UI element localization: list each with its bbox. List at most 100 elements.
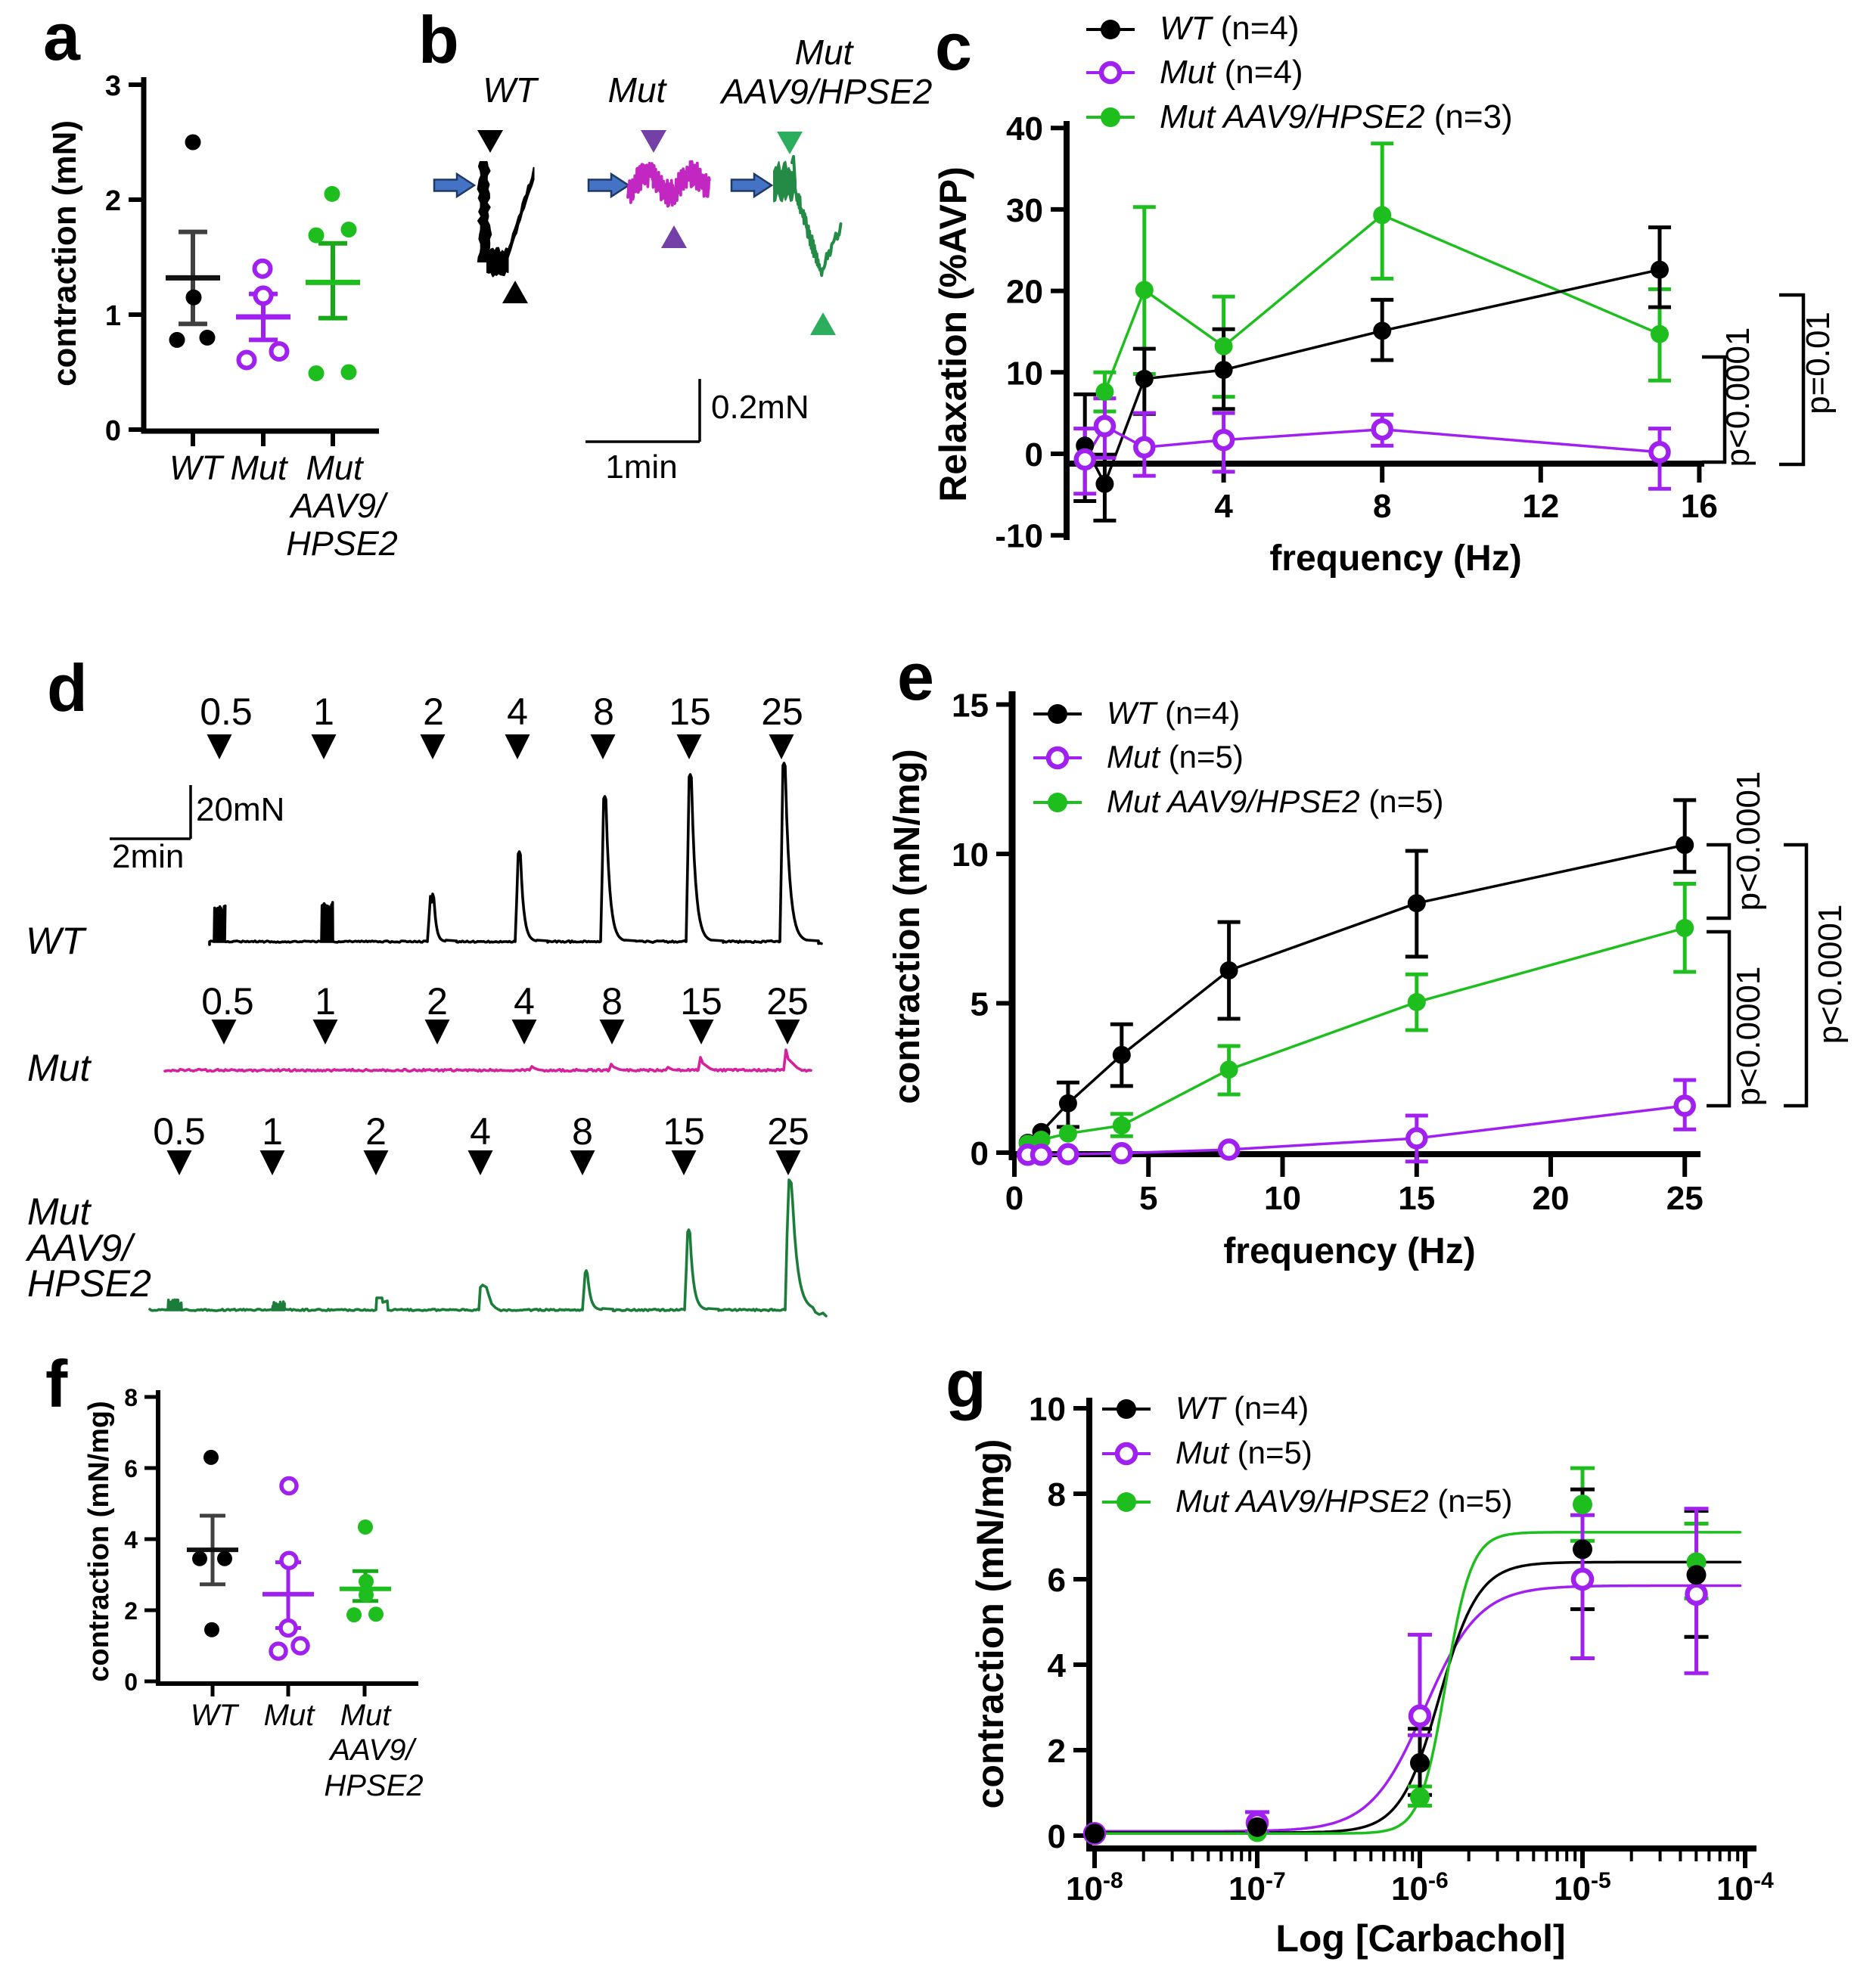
- svg-text:8: 8: [572, 1110, 593, 1153]
- svg-text:10: 10: [1264, 1180, 1301, 1217]
- svg-text:g: g: [946, 1346, 986, 1421]
- svg-text:Mut: Mut: [230, 449, 289, 487]
- svg-text:p<0.0001: p<0.0001: [1812, 905, 1849, 1044]
- svg-text:25: 25: [761, 691, 803, 733]
- svg-text:8: 8: [1048, 1476, 1066, 1513]
- svg-text:contraction (mN/mg): contraction (mN/mg): [83, 1401, 115, 1682]
- svg-text:10: 10: [1029, 1391, 1066, 1428]
- svg-text:WT (n=4): WT (n=4): [1107, 695, 1240, 731]
- svg-text:10-8: 10-8: [1066, 1868, 1123, 1907]
- svg-text:25: 25: [1666, 1180, 1704, 1217]
- svg-text:20: 20: [1006, 274, 1043, 311]
- svg-text:25: 25: [767, 1110, 809, 1153]
- svg-text:-10: -10: [995, 518, 1043, 555]
- svg-text:8: 8: [124, 1384, 138, 1411]
- svg-text:2: 2: [365, 1110, 387, 1153]
- svg-text:40: 40: [1006, 110, 1043, 147]
- svg-text:1: 1: [105, 300, 121, 332]
- svg-text:20mN: 20mN: [196, 791, 284, 828]
- svg-text:Mut (n=4): Mut (n=4): [1160, 54, 1303, 91]
- svg-text:frequency (Hz): frequency (Hz): [1269, 539, 1521, 579]
- svg-text:HPSE2: HPSE2: [324, 1769, 423, 1802]
- svg-text:0.5: 0.5: [153, 1110, 206, 1153]
- svg-text:Relaxation (%AVP): Relaxation (%AVP): [932, 166, 974, 502]
- svg-text:Mut AAV9/HPSE2 (n=5): Mut AAV9/HPSE2 (n=5): [1176, 1483, 1513, 1519]
- svg-text:12: 12: [1522, 488, 1559, 525]
- svg-text:15: 15: [663, 1110, 705, 1153]
- svg-text:AAV9/HPSE2: AAV9/HPSE2: [719, 72, 933, 111]
- svg-text:p<0.0001: p<0.0001: [1719, 327, 1756, 467]
- svg-text:WT (n=4): WT (n=4): [1160, 10, 1300, 47]
- svg-text:b: b: [418, 2, 459, 77]
- svg-text:Mut: Mut: [306, 449, 365, 487]
- svg-text:p=0.01: p=0.01: [1800, 312, 1837, 414]
- svg-text:1min: 1min: [605, 449, 677, 486]
- svg-text:1: 1: [262, 1110, 283, 1153]
- svg-text:10-7: 10-7: [1228, 1868, 1286, 1907]
- svg-text:15: 15: [680, 980, 722, 1023]
- svg-text:Mut: Mut: [27, 1190, 92, 1233]
- svg-text:AAV9/: AAV9/: [288, 486, 389, 525]
- svg-text:contraction (mN/mg): contraction (mN/mg): [887, 749, 927, 1103]
- svg-text:Mut: Mut: [340, 1699, 393, 1732]
- svg-text:0: 0: [124, 1668, 138, 1696]
- svg-text:10: 10: [1006, 355, 1043, 392]
- svg-text:6: 6: [124, 1455, 138, 1482]
- svg-text:Log [Carbachol]: Log [Carbachol]: [1275, 1917, 1565, 1960]
- svg-text:5: 5: [971, 986, 989, 1023]
- svg-text:4: 4: [507, 691, 528, 733]
- svg-text:3: 3: [105, 70, 121, 102]
- svg-text:10-6: 10-6: [1391, 1868, 1449, 1907]
- svg-text:2: 2: [105, 185, 121, 217]
- svg-text:frequency (Hz): frequency (Hz): [1223, 1231, 1475, 1271]
- svg-text:15: 15: [952, 688, 989, 725]
- svg-text:0: 0: [971, 1135, 989, 1172]
- svg-text:Mut (n=5): Mut (n=5): [1107, 739, 1244, 774]
- svg-text:e: e: [897, 639, 934, 714]
- svg-text:25: 25: [766, 980, 809, 1023]
- svg-text:2: 2: [423, 691, 444, 733]
- svg-text:Mut: Mut: [795, 33, 855, 72]
- svg-text:f: f: [45, 1346, 68, 1421]
- svg-text:2: 2: [427, 980, 448, 1023]
- svg-text:0: 0: [105, 415, 121, 447]
- svg-text:Mut AAV9/HPSE2 (n=5): Mut AAV9/HPSE2 (n=5): [1107, 784, 1444, 819]
- svg-text:1: 1: [313, 691, 334, 733]
- svg-text:Mut: Mut: [264, 1699, 316, 1732]
- svg-text:Mut AAV9/HPSE2 (n=3): Mut AAV9/HPSE2 (n=3): [1160, 98, 1513, 135]
- svg-text:4: 4: [514, 980, 535, 1023]
- svg-text:Mut: Mut: [27, 1047, 92, 1089]
- svg-text:10-4: 10-4: [1716, 1868, 1774, 1907]
- svg-text:30: 30: [1006, 192, 1043, 229]
- svg-text:c: c: [935, 9, 972, 84]
- svg-text:WT: WT: [483, 70, 539, 110]
- svg-text:contraction (mN): contraction (mN): [46, 120, 83, 386]
- svg-text:10: 10: [952, 837, 989, 874]
- svg-text:8: 8: [601, 980, 623, 1023]
- svg-text:8: 8: [1373, 488, 1391, 525]
- svg-text:0: 0: [1025, 436, 1043, 473]
- svg-text:2: 2: [1048, 1733, 1066, 1770]
- svg-text:20: 20: [1533, 1180, 1570, 1217]
- svg-text:AAV9/: AAV9/: [25, 1227, 136, 1269]
- svg-text:0.2mN: 0.2mN: [711, 389, 809, 426]
- svg-text:4: 4: [470, 1110, 491, 1153]
- svg-text:Mut: Mut: [608, 70, 668, 110]
- svg-text:a: a: [43, 0, 81, 74]
- svg-text:WT: WT: [191, 1699, 240, 1732]
- svg-text:0: 0: [1048, 1818, 1066, 1855]
- svg-text:4: 4: [1048, 1647, 1067, 1684]
- svg-text:0: 0: [1005, 1180, 1023, 1217]
- svg-text:2min: 2min: [112, 838, 184, 875]
- svg-text:WT (n=4): WT (n=4): [1176, 1390, 1309, 1426]
- svg-text:15: 15: [669, 691, 711, 733]
- svg-text:WT: WT: [26, 920, 87, 962]
- svg-text:0.5: 0.5: [201, 980, 254, 1023]
- svg-text:4: 4: [124, 1526, 138, 1554]
- svg-text:8: 8: [593, 691, 614, 733]
- svg-text:p<0.0001: p<0.0001: [1730, 771, 1767, 911]
- svg-text:p<0.0001: p<0.0001: [1730, 967, 1767, 1107]
- svg-text:Mut (n=5): Mut (n=5): [1176, 1435, 1312, 1470]
- svg-text:1: 1: [315, 980, 336, 1023]
- svg-text:10-5: 10-5: [1554, 1868, 1611, 1907]
